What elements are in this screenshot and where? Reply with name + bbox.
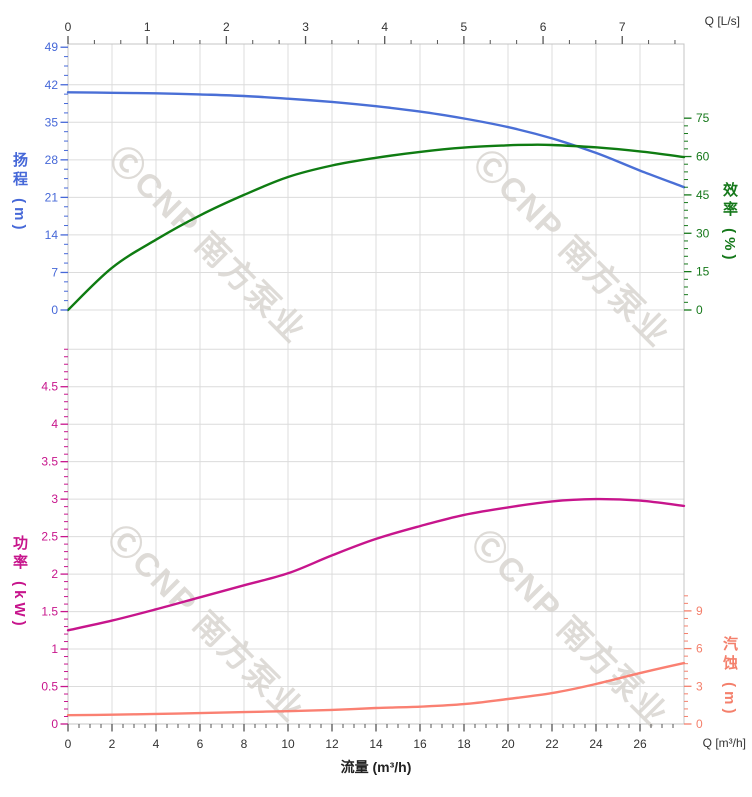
svg-text:15: 15: [696, 265, 710, 279]
svg-text:28: 28: [45, 153, 59, 167]
watermark: ⒸCNP 南方泵业 ⒸCNP 南方泵业 ⒸCNP 南方泵业 ⒸCNP 南方泵业: [101, 139, 678, 734]
flow-axis-bottom: 0 2 4 6 8 10 12 14 16 18 20 22 24 26: [65, 724, 674, 751]
svg-text:ⒸCNP 南方泵业: ⒸCNP 南方泵业: [467, 143, 678, 354]
svg-text:0.5: 0.5: [41, 680, 58, 694]
svg-text:7: 7: [619, 20, 626, 34]
svg-text:1: 1: [144, 20, 151, 34]
head-axis-title: 扬程 (m): [11, 152, 28, 234]
svg-text:42: 42: [45, 78, 59, 92]
svg-text:16: 16: [413, 737, 427, 751]
svg-text:0: 0: [696, 303, 703, 317]
svg-text:4: 4: [381, 20, 388, 34]
svg-text:8: 8: [241, 737, 248, 751]
svg-text:12: 12: [325, 737, 339, 751]
cnp-logo-icon: ⒸCNP 南方泵业: [465, 523, 676, 734]
grid: [68, 44, 684, 724]
flow-axis-title: 流量 (m³/h): [340, 759, 412, 775]
svg-text:75: 75: [696, 111, 710, 125]
svg-text:21: 21: [45, 190, 59, 204]
svg-text:14: 14: [45, 228, 59, 242]
cnp-logo-icon: ⒸCNP 南方泵业: [467, 143, 678, 354]
power-curve: [66, 497, 686, 632]
cnp-logo-icon: ⒸCNP 南方泵业: [103, 139, 314, 350]
svg-text:6: 6: [696, 642, 703, 656]
svg-text:3: 3: [51, 492, 58, 506]
svg-text:14: 14: [369, 737, 383, 751]
svg-text:ⒸCNP 南方泵业: ⒸCNP 南方泵业: [101, 518, 312, 729]
npsh-axis-title: 汽蚀 (m): [721, 636, 738, 718]
head-axis: 0 7 14 21 28 35 42 49: [45, 40, 68, 317]
svg-text:18: 18: [457, 737, 471, 751]
svg-text:6: 6: [197, 737, 204, 751]
svg-text:4: 4: [153, 737, 160, 751]
svg-text:4.5: 4.5: [41, 380, 58, 394]
cnp-logo-icon: ⒸCNP 南方泵业: [101, 518, 312, 729]
svg-text:35: 35: [45, 115, 59, 129]
efficiency-curve: [66, 143, 686, 312]
svg-text:0: 0: [696, 717, 703, 731]
svg-text:26: 26: [633, 737, 647, 751]
power-axis: 0 0.5 1 1.5 2 2.5 3 3.5 4 4.5: [41, 348, 68, 731]
svg-text:3.5: 3.5: [41, 455, 58, 469]
flow-axis-top: 0 1 2 3 4 5 6 7: [65, 20, 676, 44]
top-axis-unit-label: Q [L/s]: [704, 14, 740, 28]
svg-text:2: 2: [109, 737, 116, 751]
npsh-curve: [66, 661, 686, 717]
svg-text:0: 0: [65, 20, 72, 34]
svg-text:3: 3: [302, 20, 309, 34]
svg-text:49: 49: [45, 40, 59, 54]
bottom-axis-unit-label: Q [m³/h]: [702, 736, 746, 750]
svg-text:5: 5: [461, 20, 468, 34]
svg-text:2: 2: [51, 567, 58, 581]
svg-text:20: 20: [501, 737, 515, 751]
svg-text:24: 24: [589, 737, 603, 751]
svg-text:10: 10: [281, 737, 295, 751]
svg-text:9: 9: [696, 604, 703, 618]
svg-text:3: 3: [696, 679, 703, 693]
svg-text:ⒸCNP 南方泵业: ⒸCNP 南方泵业: [465, 523, 676, 734]
svg-text:45: 45: [696, 188, 710, 202]
svg-text:30: 30: [696, 226, 710, 240]
svg-text:7: 7: [51, 265, 58, 279]
efficiency-axis-title: 效率 (%): [721, 182, 738, 264]
npsh-axis: 0 3 6 9: [684, 595, 703, 731]
svg-text:2: 2: [223, 20, 230, 34]
svg-text:1: 1: [51, 642, 58, 656]
svg-text:2.5: 2.5: [41, 530, 58, 544]
svg-text:60: 60: [696, 150, 710, 164]
head-curve: [66, 91, 686, 189]
efficiency-axis: 0 15 30 45 60 75: [684, 111, 710, 317]
svg-text:22: 22: [545, 737, 559, 751]
svg-text:0: 0: [51, 717, 58, 731]
axes: 0714212835424900.511.522.533.544.5015304…: [41, 20, 709, 751]
svg-text:6: 6: [540, 20, 547, 34]
svg-text:ⒸCNP 南方泵业: ⒸCNP 南方泵业: [103, 139, 314, 350]
svg-text:4: 4: [51, 417, 58, 431]
svg-text:0: 0: [51, 303, 58, 317]
svg-text:0: 0: [65, 737, 72, 751]
svg-text:1.5: 1.5: [41, 605, 58, 619]
power-axis-title: 功率 (kW): [11, 535, 28, 630]
